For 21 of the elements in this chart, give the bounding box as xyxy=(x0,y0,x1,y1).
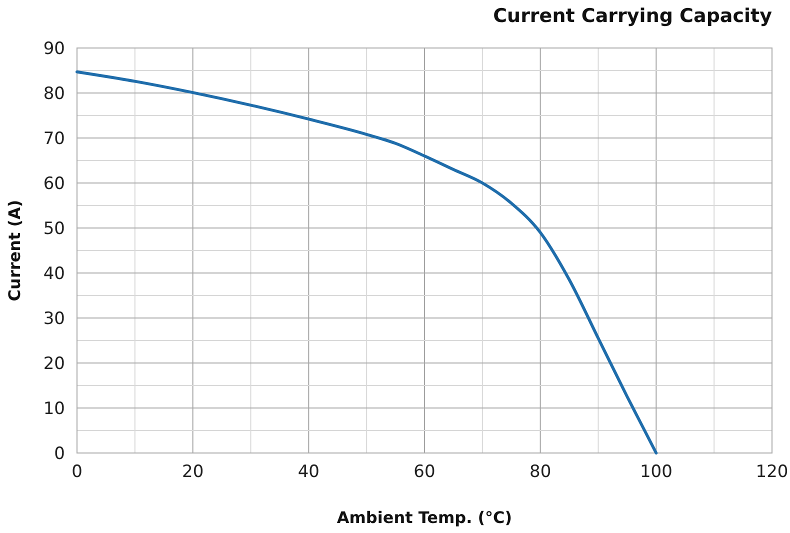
x-tick-label: 40 xyxy=(298,462,320,482)
x-tick-label: 60 xyxy=(414,462,436,482)
y-tick-label: 0 xyxy=(54,444,65,464)
x-axis-title: Ambient Temp. (°C) xyxy=(336,508,512,527)
y-tick-label: 50 xyxy=(43,219,65,239)
chart-title: Current Carrying Capacity xyxy=(493,5,773,27)
y-tick-label: 60 xyxy=(43,174,65,194)
x-tick-label: 0 xyxy=(72,462,82,482)
y-axis-title: Current (A) xyxy=(5,200,24,302)
x-tick-label: 20 xyxy=(182,462,204,482)
y-tick-label: 90 xyxy=(43,39,65,59)
x-tick-label: 80 xyxy=(530,462,552,482)
y-tick-label: 10 xyxy=(43,399,65,419)
y-tick-label: 20 xyxy=(43,354,65,374)
x-tick-label: 120 xyxy=(756,462,788,482)
x-tick-label: 100 xyxy=(640,462,672,482)
y-tick-label: 30 xyxy=(43,309,65,329)
y-tick-label: 80 xyxy=(43,84,65,104)
y-tick-label: 70 xyxy=(43,129,65,149)
y-tick-label: 40 xyxy=(43,264,65,284)
line-series xyxy=(76,70,658,454)
